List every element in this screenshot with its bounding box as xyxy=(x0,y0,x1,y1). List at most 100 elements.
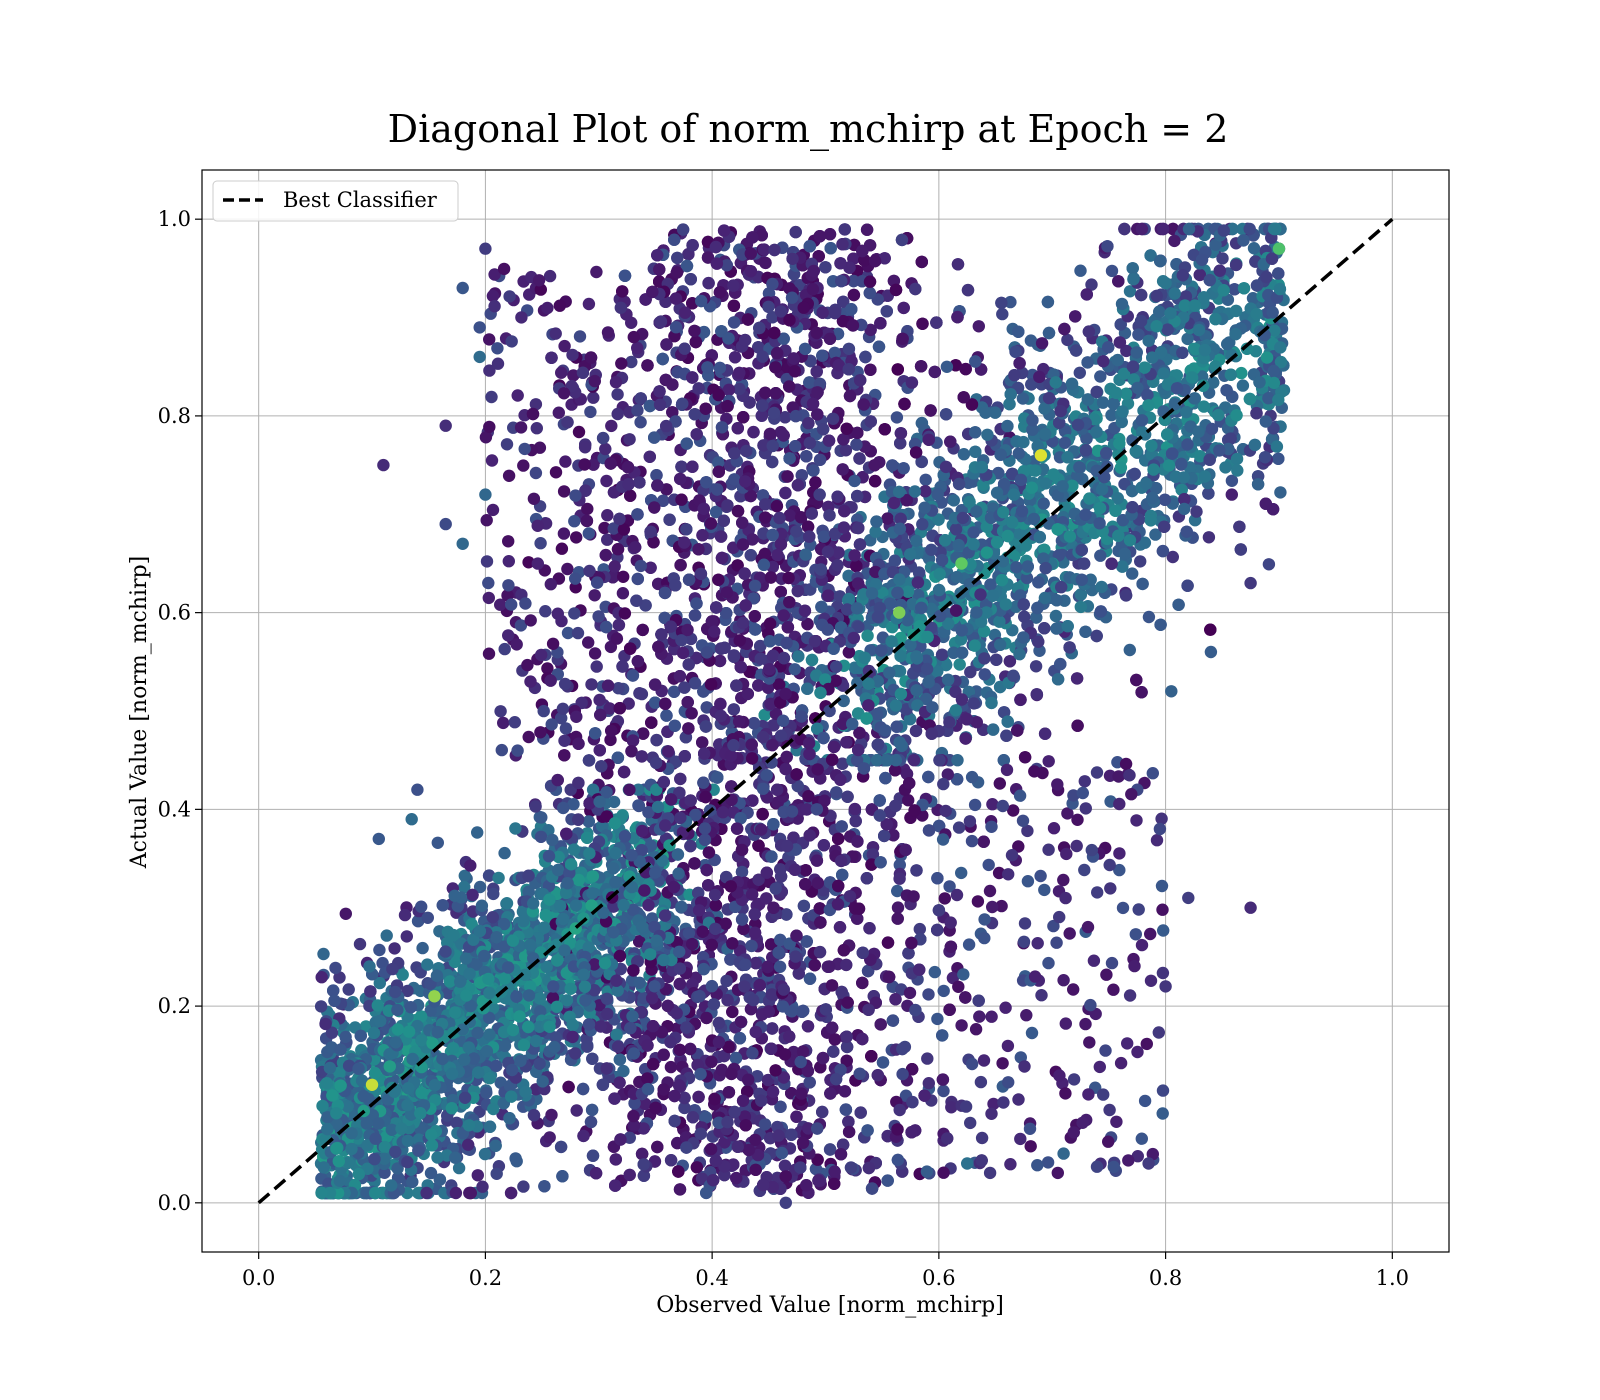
scatter-point xyxy=(996,1057,1009,1070)
scatter-point xyxy=(664,1060,678,1074)
scatter-point xyxy=(405,813,418,826)
scatter-point xyxy=(938,892,951,905)
scatter-point xyxy=(977,835,990,848)
scatter-point xyxy=(557,527,571,540)
scatter-point xyxy=(1017,610,1031,623)
scatter-point xyxy=(1155,812,1168,825)
scatter-point xyxy=(568,607,581,620)
scatter-point xyxy=(1042,326,1056,340)
scatter-point xyxy=(1225,474,1239,487)
scatter-point xyxy=(943,880,956,893)
scatter-point xyxy=(372,832,385,846)
scatter-point xyxy=(937,1084,950,1098)
scatter-point xyxy=(972,994,985,1007)
scatter-point xyxy=(631,572,644,586)
scatter-point xyxy=(1070,839,1083,853)
scatter-point xyxy=(509,1152,522,1165)
scatter-point xyxy=(555,542,569,555)
scatter-point xyxy=(647,536,660,549)
scatter-point xyxy=(502,469,516,482)
scatter-point xyxy=(1012,840,1025,853)
scatter-point xyxy=(1061,333,1074,347)
scatter-point xyxy=(388,942,401,955)
scatter-point xyxy=(633,687,646,700)
scatter-point xyxy=(1057,1147,1070,1160)
scatter-point xyxy=(891,901,905,914)
scatter-point xyxy=(856,976,869,990)
scatter-point xyxy=(612,682,625,695)
scatter-point xyxy=(936,1029,949,1042)
scatter-point xyxy=(953,658,966,671)
scatter-point xyxy=(838,223,851,236)
scatter-point xyxy=(553,299,566,312)
scatter-point xyxy=(1078,863,1091,877)
scatter-point xyxy=(996,307,1009,321)
scatter-point xyxy=(339,907,352,920)
scatter-point xyxy=(1244,576,1257,590)
scatter-point xyxy=(544,578,557,591)
scatter-point xyxy=(774,585,787,599)
scatter-point xyxy=(601,326,615,339)
scatter-point xyxy=(502,535,515,548)
scatter-point xyxy=(1103,858,1116,872)
scatter-point xyxy=(590,265,603,279)
scatter-point xyxy=(570,1104,583,1117)
scatter-point xyxy=(479,242,492,255)
scatter-point xyxy=(1091,886,1104,899)
scatter-point xyxy=(881,936,895,949)
scatter-point xyxy=(522,730,535,744)
scatter-point xyxy=(1274,486,1287,499)
scatter-point xyxy=(494,705,507,718)
scatter-point xyxy=(377,458,390,472)
scatter-point xyxy=(529,466,543,480)
scatter-point xyxy=(688,609,702,622)
scatter-point xyxy=(1156,1084,1170,1097)
scatter-point xyxy=(519,597,532,610)
scatter-point xyxy=(1112,275,1125,288)
scatter-point xyxy=(1067,983,1080,996)
scatter-point xyxy=(1049,609,1063,623)
scatter-point xyxy=(353,937,367,951)
scatter-point xyxy=(599,548,612,562)
scatter-point xyxy=(1114,1056,1128,1070)
scatter-point xyxy=(1057,873,1070,887)
scatter-point xyxy=(464,859,477,872)
scatter-point xyxy=(1244,901,1257,914)
scatter-point xyxy=(891,1153,905,1167)
scatter-point xyxy=(973,1010,986,1023)
scatter-point xyxy=(483,1120,497,1133)
scatter-point xyxy=(1038,622,1051,635)
scatter-point xyxy=(1202,531,1216,544)
scatter-point xyxy=(1042,755,1055,768)
scatter-point xyxy=(982,858,995,872)
scatter-point xyxy=(522,556,535,569)
scatter-point xyxy=(961,283,975,297)
scatter-point xyxy=(543,269,557,283)
scatter-point xyxy=(611,407,624,421)
scatter-point xyxy=(1018,917,1032,930)
chart-title: Diagonal Plot of norm_mchirp at Epoch = … xyxy=(388,107,1229,152)
scatter-point xyxy=(539,605,552,618)
scatter-point xyxy=(582,636,595,649)
scatter-point xyxy=(479,488,492,501)
scatter-point xyxy=(485,390,498,404)
scatter-point xyxy=(1130,814,1143,827)
scatter-point xyxy=(510,638,523,651)
scatter-point xyxy=(779,1196,792,1210)
scatter-point xyxy=(573,330,587,343)
scatter-point xyxy=(945,1101,958,1114)
scatter-point xyxy=(963,815,977,828)
scatter-point xyxy=(1059,1017,1073,1030)
scatter-point xyxy=(511,744,524,757)
scatter-point xyxy=(860,223,874,236)
scatter-point xyxy=(1113,863,1126,877)
scatter-point xyxy=(527,492,541,505)
scatter-point xyxy=(1074,264,1087,277)
scatter-point xyxy=(431,836,444,849)
scatter-point xyxy=(1041,1156,1055,1169)
scatter-point xyxy=(1113,847,1126,860)
scatter-point xyxy=(968,798,982,812)
scatter-point xyxy=(974,1075,988,1089)
scatter-point xyxy=(634,559,647,573)
scatter-point xyxy=(486,503,500,517)
